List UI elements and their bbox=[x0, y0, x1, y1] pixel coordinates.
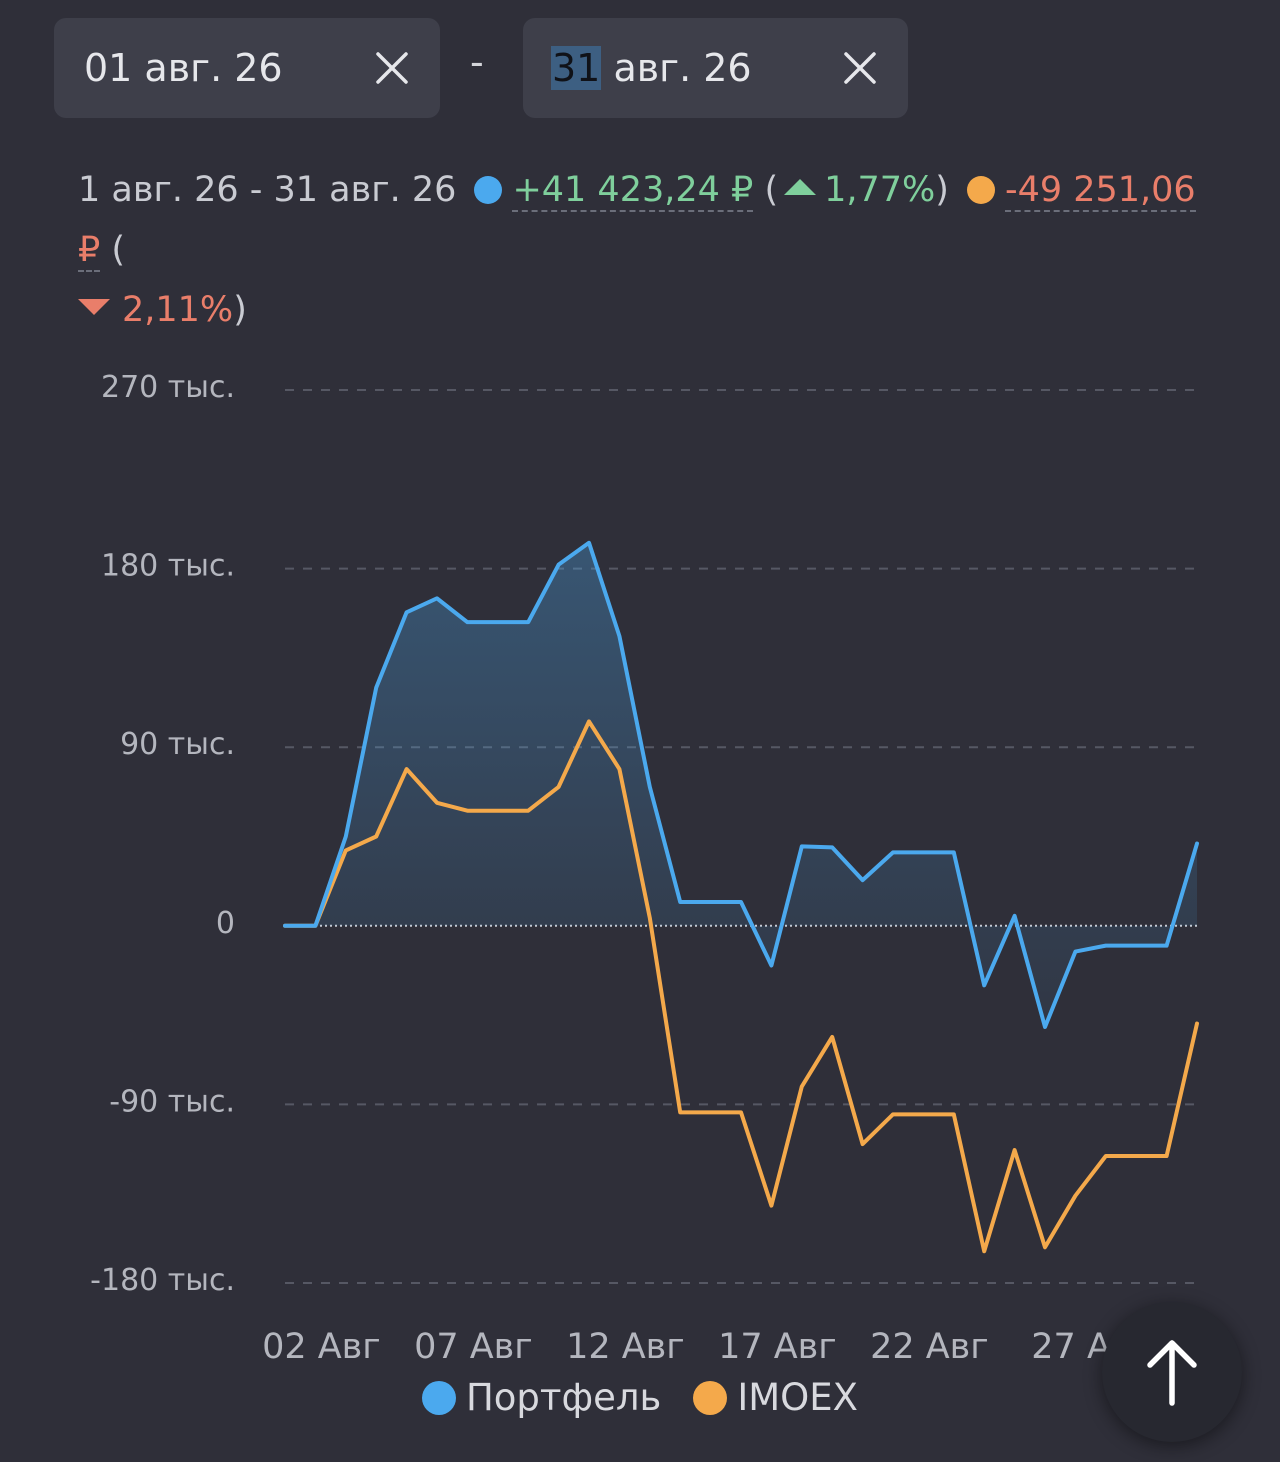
x-tick-label: 22 Авг bbox=[870, 1327, 989, 1367]
y-tick-label: -180 тыс. bbox=[90, 1263, 235, 1298]
y-tick-label: 90 тыс. bbox=[120, 727, 235, 762]
x-tick-label: 07 Авг bbox=[414, 1327, 533, 1367]
open-paren: ( bbox=[111, 230, 126, 270]
portfolio-legend-dot-icon bbox=[421, 1380, 456, 1415]
index-percent: 2,11% bbox=[122, 290, 234, 330]
portfolio-line[interactable] bbox=[283, 540, 1199, 1030]
scroll-top-button[interactable] bbox=[1102, 1302, 1242, 1442]
date-range-separator: - bbox=[470, 40, 484, 84]
date-to-field[interactable]: 31 авг. 26 bbox=[523, 18, 908, 118]
close-icon[interactable] bbox=[842, 50, 878, 86]
portfolio-change[interactable]: +41 423,24 ₽ bbox=[512, 170, 754, 212]
date-to-value[interactable]: 31 авг. 26 bbox=[551, 46, 752, 90]
portfolio-percent: 1,77% bbox=[824, 170, 936, 210]
date-from-value[interactable]: 01 авг. 26 bbox=[84, 46, 283, 90]
x-tick-label: 12 Авг bbox=[566, 1327, 685, 1367]
legend-item-imoex[interactable]: IMOEX bbox=[693, 1376, 858, 1419]
y-tick-label: 270 тыс. bbox=[101, 370, 235, 405]
imoex-legend-dot-icon bbox=[693, 1380, 728, 1415]
legend-label-portfolio: Портфель bbox=[465, 1376, 662, 1419]
close-icon[interactable] bbox=[374, 50, 410, 86]
open-paren: ( bbox=[764, 170, 779, 210]
triangle-up-icon bbox=[784, 179, 817, 195]
index-dot-icon bbox=[966, 176, 995, 204]
y-tick-label: 0 bbox=[216, 906, 235, 941]
period-label: 1 авг. 26 - 31 авг. 26 bbox=[78, 170, 457, 210]
close-paren: ) bbox=[935, 170, 949, 210]
period-summary: 1 авг. 26 - 31 авг. 26 +41 423,24 ₽ (1,77… bbox=[78, 160, 1208, 340]
portfolio-dot-icon bbox=[474, 176, 503, 204]
x-tick-label: 17 Авг bbox=[718, 1327, 837, 1367]
y-tick-label: 180 тыс. bbox=[101, 549, 235, 584]
legend-item-portfolio[interactable]: Портфель bbox=[421, 1376, 662, 1419]
imoex-line[interactable] bbox=[283, 719, 1199, 1254]
close-paren: ) bbox=[233, 290, 247, 330]
date-to-day-selected[interactable]: 31 bbox=[551, 46, 602, 90]
y-tick-label: -90 тыс. bbox=[109, 1084, 235, 1119]
x-tick-label: 02 Авг bbox=[262, 1327, 381, 1367]
triangle-down-icon bbox=[78, 299, 110, 315]
arrow-up-icon bbox=[1147, 1340, 1197, 1406]
portfolio-area bbox=[285, 542, 1197, 1028]
chart-legend: Портфель IMOEX bbox=[0, 1376, 1280, 1419]
date-from-field[interactable]: 01 авг. 26 bbox=[54, 18, 440, 118]
legend-label-imoex: IMOEX bbox=[737, 1376, 859, 1419]
date-to-rest[interactable]: авг. 26 bbox=[601, 46, 752, 90]
index-change[interactable]: -49 251,06 ₽ bbox=[78, 170, 1196, 272]
